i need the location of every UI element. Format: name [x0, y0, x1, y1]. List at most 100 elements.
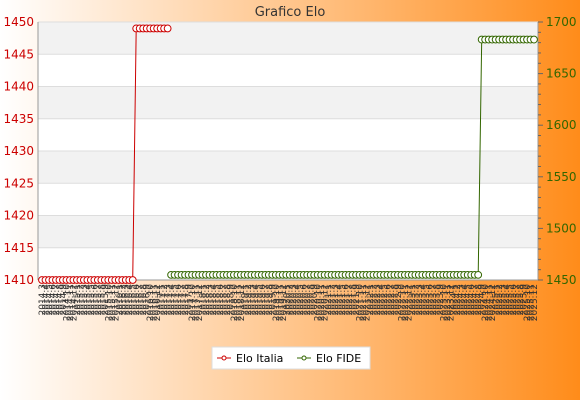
- x-tick-label: 2023.8: [432, 284, 442, 316]
- x-tick-label: 2020.3: [289, 284, 299, 316]
- x-tick-label: 2015.3: [80, 284, 90, 316]
- x-tick-label: 2023.6: [425, 284, 435, 316]
- x-tick-label: 2019.10: [272, 284, 282, 321]
- legend-label: Elo Italia: [236, 352, 283, 365]
- chart-title: Grafico Elo: [255, 5, 326, 20]
- x-tick-label: 2024.1: [450, 284, 460, 316]
- x-tick-label: 2014.9: [59, 284, 69, 316]
- grid-band: [38, 22, 538, 55]
- x-tick-label: 2021.6: [342, 284, 352, 316]
- x-tick-label: 2014.10: [62, 284, 72, 321]
- x-tick-label: 2017.3: [164, 284, 174, 316]
- x-tick-label: 2025.2: [495, 284, 505, 316]
- x-tick-label: 2024.10: [481, 284, 491, 321]
- x-tick-label: 2018.2: [202, 284, 212, 316]
- data-point: [163, 24, 172, 33]
- x-tick-label: 2017.6: [174, 284, 184, 316]
- x-tick-label: 2020.4: [293, 284, 303, 316]
- x-tick-label: 2021.12: [363, 284, 373, 321]
- x-tick-label: 2016.7: [136, 284, 146, 316]
- grid-band: [38, 151, 538, 184]
- y-left-tick-label: 1410: [3, 273, 34, 287]
- x-tick-label: 2015.5: [87, 284, 97, 316]
- x-tick-label: 2020.11: [317, 284, 327, 321]
- x-tick-label: 2015.2: [76, 284, 86, 316]
- x-tick-label: 2019.8: [265, 284, 275, 316]
- x-tick-label: 2015.12: [111, 284, 121, 321]
- x-tick-label: 2018.12: [237, 284, 247, 321]
- x-tick-label: 2024.2: [453, 284, 463, 316]
- x-tick-label: 2020.5: [296, 284, 306, 316]
- x-tick-label: 2018.6: [216, 284, 226, 316]
- x-tick-label: 2014.12: [69, 284, 79, 321]
- x-tick-label: 2025.5: [506, 284, 516, 316]
- x-tick-label: 2019.11: [275, 284, 285, 321]
- series-layer: [38, 24, 538, 284]
- x-tick-label: 2022.12: [404, 284, 414, 321]
- x-tick-label: 2022.8: [390, 284, 400, 316]
- x-tick-label: 2016.12: [153, 284, 163, 321]
- x-tick-label: 2018.11: [233, 284, 243, 321]
- x-tick-label: 2016.6: [132, 284, 142, 316]
- x-tick-label: 2018.7: [219, 284, 229, 316]
- x-tick-label: 2021.10: [356, 284, 366, 321]
- x-tick-label: 2014.8: [55, 284, 65, 316]
- x-tick-label: 2024.12: [488, 284, 498, 321]
- x-tick-label: 2019.5: [254, 284, 264, 316]
- x-tick-label: 2015.7: [94, 284, 104, 316]
- x-tick-label: 2015.1: [73, 284, 83, 316]
- x-tick-label: 2017.4: [167, 284, 177, 316]
- x-tick-label: 2024.3: [457, 284, 467, 316]
- x-tick-label: 2017.11: [192, 284, 202, 321]
- x-tick-label: 2015.4: [83, 284, 93, 316]
- x-tick-label: 2016.9: [143, 284, 153, 316]
- x-tick-label: 2019.3: [247, 284, 257, 316]
- y-left-tick-label: 1445: [3, 47, 34, 61]
- x-tick-label: 2017.5: [171, 284, 181, 316]
- x-tick-label: 2025.3: [499, 284, 509, 316]
- x-tick-label: 2014.6: [48, 284, 58, 316]
- x-tick-label: 2018.5: [212, 284, 222, 316]
- x-tick-label: 2016.1: [115, 284, 125, 316]
- x-tick-label: 2016.11: [150, 284, 160, 321]
- y-left-tick-label: 1435: [3, 112, 34, 126]
- x-tick-label: 2015.9: [101, 284, 111, 316]
- x-tick-label: 2016.8: [139, 284, 149, 316]
- x-tick-label: 2018.8: [223, 284, 233, 316]
- x-tick-label: 2022.10: [397, 284, 407, 321]
- y-axis-left: 1410 1415 1420 1425 1430 1435 1440 1445 1450: [3, 15, 34, 287]
- y-right-tick-label: 1650: [546, 67, 577, 81]
- x-tick-label: 2024.8: [474, 284, 484, 316]
- x-tick-label: 2025.11: [527, 284, 537, 321]
- x-tick-label: 2022.4: [376, 284, 386, 316]
- y-right-tick-label: 1700: [546, 15, 577, 29]
- x-tick-label: 2018.4: [209, 284, 219, 316]
- x-tick-label: 2015.8: [97, 284, 107, 316]
- y-axis-right: 1450 1500 1550 1600 1650 1700: [538, 15, 577, 287]
- x-tick-label: 2019.9: [268, 284, 278, 316]
- x-tick-label: 2024.4: [460, 284, 470, 316]
- x-tick-label: 2024.11: [485, 284, 495, 321]
- x-tick-label: 2023.11: [443, 284, 453, 321]
- x-tick-label: 2016.5: [129, 284, 139, 316]
- x-tick-label: 2014.5: [45, 284, 55, 316]
- x-tick-label: 2018.1: [199, 284, 209, 316]
- y-left-tick-label: 1430: [3, 144, 34, 158]
- x-tick-label: 2020.6: [300, 284, 310, 316]
- x-tick-label: 2022.11: [401, 284, 411, 321]
- x-tick-label: 2017.2: [160, 284, 170, 316]
- x-tick-label: 2018.10: [230, 284, 240, 321]
- x-tick-label: 2024.5: [464, 284, 474, 316]
- legend: Elo Italia Elo FIDE: [211, 346, 371, 370]
- x-tick-label: 2021.1: [324, 284, 334, 316]
- x-tick-label: 2014.3: [38, 284, 48, 316]
- x-tick-label: 2021.11: [359, 284, 369, 321]
- x-tick-label: 2020.7: [303, 284, 313, 316]
- x-tick-label: 2023.2: [411, 284, 421, 316]
- x-tick-label: 2018.3: [205, 284, 215, 316]
- x-tick-label: 2025.4: [502, 284, 512, 316]
- x-tick-label: 2025.9: [520, 284, 530, 316]
- x-tick-label: 2023.4: [418, 284, 428, 316]
- x-tick-label: 2017.9: [185, 284, 195, 316]
- y-left-tick-label: 1415: [3, 241, 34, 255]
